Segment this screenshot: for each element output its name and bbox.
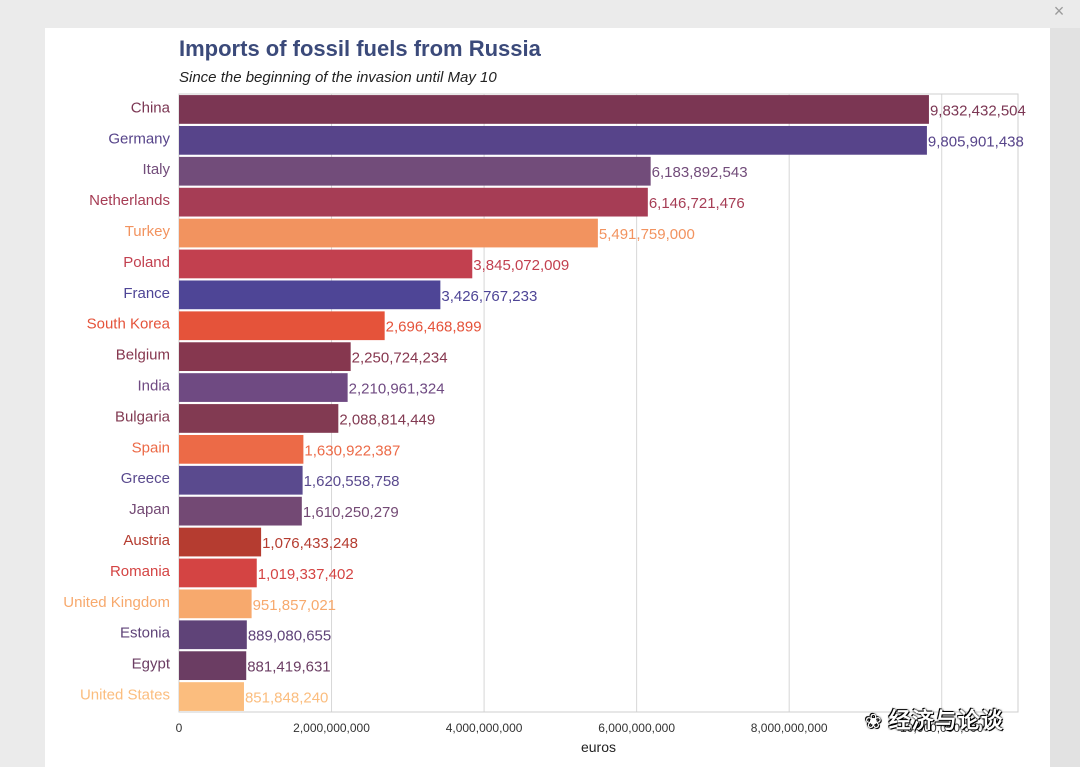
bar <box>179 125 927 155</box>
bar <box>179 465 303 495</box>
x-tick-label: 6,000,000,000 <box>598 721 675 735</box>
bar <box>179 218 598 248</box>
x-axis-label: euros <box>581 739 616 755</box>
value-label: 9,805,901,438 <box>928 133 1024 150</box>
category-label: Austria <box>123 532 170 549</box>
category-label: United Kingdom <box>63 594 170 611</box>
category-label: Greece <box>121 470 170 487</box>
bar <box>179 496 302 526</box>
watermark: ❀ 经济与论谈 <box>865 703 1004 735</box>
bar <box>179 404 339 433</box>
category-label: Romania <box>110 563 171 580</box>
x-tick-label: 8,000,000,000 <box>751 721 828 735</box>
value-label: 6,146,721,476 <box>649 195 745 212</box>
category-label: Belgium <box>116 347 170 364</box>
category-label: Italy <box>142 161 170 178</box>
category-label: France <box>123 285 170 302</box>
value-label: 1,076,433,248 <box>262 535 358 552</box>
value-label: 5,491,759,000 <box>599 226 695 243</box>
value-label: 2,088,814,449 <box>339 411 435 428</box>
plot-frame <box>178 93 1019 713</box>
bar <box>179 342 351 372</box>
category-label: Germany <box>108 130 170 147</box>
x-tick-label: 0 <box>176 721 183 735</box>
category-label: Turkey <box>125 223 171 240</box>
value-label: 2,250,724,234 <box>352 350 448 367</box>
bar <box>179 434 304 464</box>
category-label: Spain <box>132 439 170 456</box>
category-label: Estonia <box>120 625 171 642</box>
value-label: 1,620,558,758 <box>304 473 400 490</box>
wechat-icon: ❀ <box>865 709 883 733</box>
value-label: 3,845,072,009 <box>473 257 569 274</box>
chart-title: Imports of fossil fuels from Russia <box>179 36 541 61</box>
bar <box>179 311 385 341</box>
value-label: 6,183,892,543 <box>652 164 748 181</box>
bar <box>179 156 651 186</box>
bar <box>179 249 473 279</box>
value-label: 2,210,961,324 <box>349 381 445 398</box>
category-label: India <box>137 378 170 395</box>
bar <box>179 373 348 402</box>
category-label: Netherlands <box>89 192 170 209</box>
value-label: 881,419,631 <box>247 659 330 676</box>
chart-subtitle: Since the beginning of the invasion unti… <box>179 69 497 86</box>
watermark-text: 经济与论谈 <box>888 709 1004 734</box>
value-label: 3,426,767,233 <box>441 288 537 305</box>
category-label: Poland <box>123 254 170 271</box>
value-label: 9,832,432,504 <box>930 102 1026 119</box>
bar <box>179 527 262 557</box>
value-label: 1,630,922,387 <box>304 442 400 459</box>
value-label: 889,080,655 <box>248 628 331 645</box>
close-button[interactable]: × <box>1053 1 1065 21</box>
value-label: 851,848,240 <box>245 690 328 707</box>
x-tick-label: 2,000,000,000 <box>293 721 370 735</box>
x-tick-label: 10,000,000,000 <box>900 721 984 735</box>
category-label: South Korea <box>87 316 171 333</box>
value-label: 1,610,250,279 <box>303 504 399 521</box>
bar <box>179 187 648 217</box>
category-label: Bulgaria <box>115 408 171 425</box>
value-label: 2,696,468,899 <box>386 319 482 336</box>
value-label: 1,019,337,402 <box>258 566 354 583</box>
bar <box>179 95 929 124</box>
category-label: Japan <box>129 501 170 518</box>
category-label: China <box>131 99 171 116</box>
bar <box>179 558 257 588</box>
bar <box>179 682 244 711</box>
category-label: Egypt <box>132 656 171 673</box>
side-strip <box>1050 28 1080 767</box>
bar <box>179 620 247 650</box>
value-label: 951,857,021 <box>253 597 336 614</box>
x-tick-label: 4,000,000,000 <box>446 721 523 735</box>
bar <box>179 589 252 619</box>
bar <box>179 651 247 681</box>
category-label: United States <box>80 687 170 704</box>
bar <box>179 280 441 310</box>
